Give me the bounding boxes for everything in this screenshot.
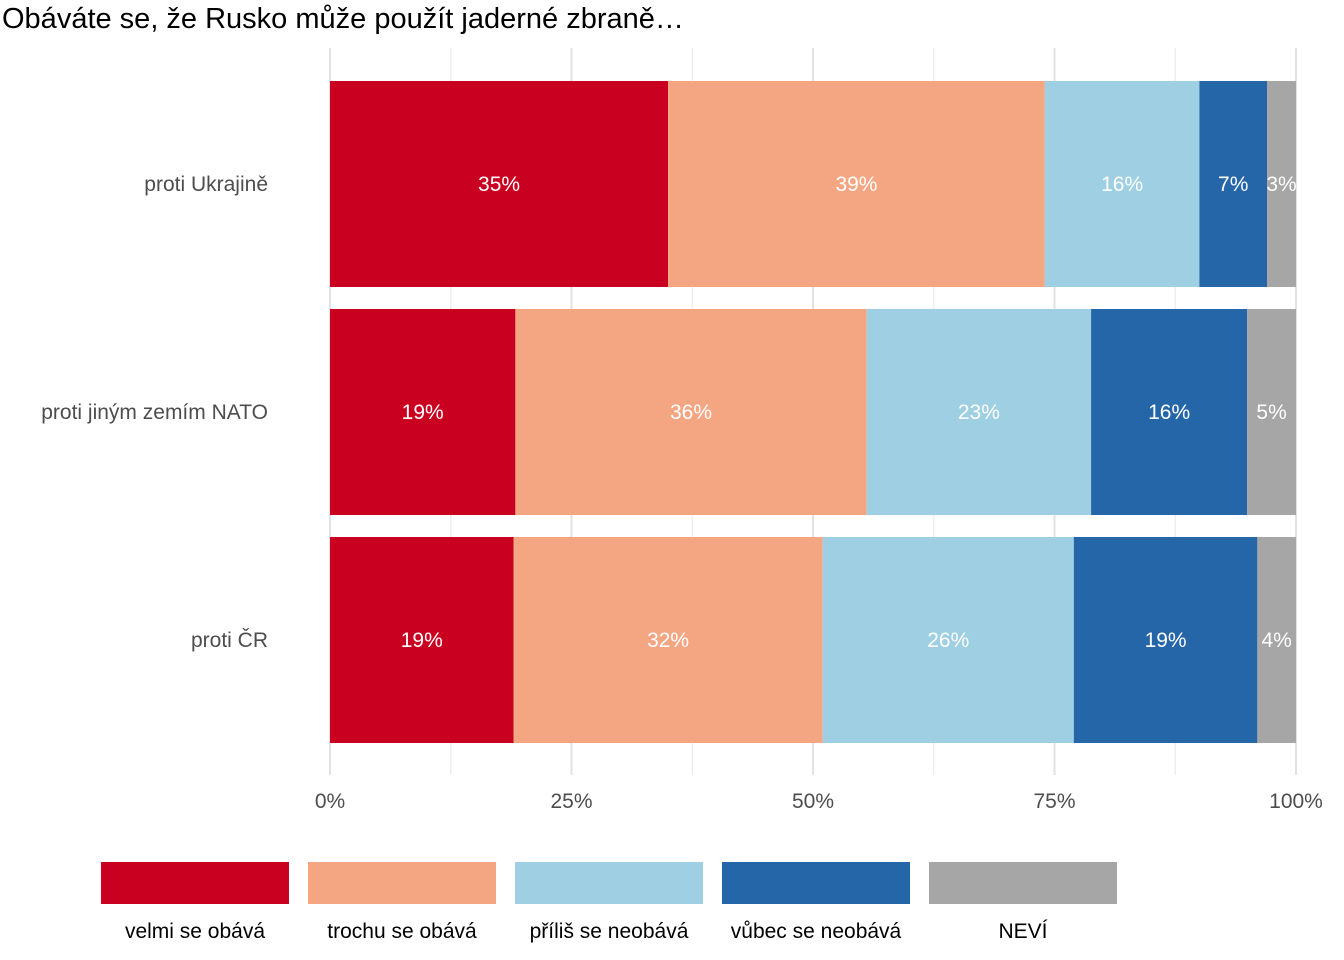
x-tick-label: 25%: [550, 790, 592, 813]
legend-key: [101, 862, 289, 904]
data-label: 26%: [927, 629, 969, 652]
legend-label: trochu se obává: [327, 920, 477, 943]
chart-title: Obáváte se, že Rusko může použít jaderné…: [2, 3, 684, 35]
data-label: 39%: [835, 173, 877, 196]
legend-label: vůbec se neobává: [731, 920, 902, 943]
bar-segment: [1044, 81, 1200, 287]
bar-segment: [1247, 309, 1296, 515]
category-label: proti ČR: [191, 629, 268, 652]
x-tick-label: 100%: [1269, 790, 1323, 813]
data-label: 16%: [1148, 401, 1190, 424]
legend-label: příliš se neobává: [530, 920, 689, 943]
data-label: 19%: [402, 401, 444, 424]
legend-key: [929, 862, 1117, 904]
data-label: 36%: [670, 401, 712, 424]
legend-key: [308, 862, 496, 904]
bar-segment: [822, 537, 1074, 743]
bar-segment: [1257, 537, 1296, 743]
bar-segment: [330, 309, 516, 515]
bar-segment: [668, 81, 1045, 287]
data-label: 3%: [1266, 173, 1296, 196]
bar-segment: [1091, 309, 1248, 515]
x-tick-label: 0%: [315, 790, 345, 813]
data-label: 5%: [1256, 401, 1286, 424]
bar-segment: [866, 309, 1092, 515]
data-label: 19%: [401, 629, 443, 652]
data-label: 23%: [958, 401, 1000, 424]
legend-key: [722, 862, 910, 904]
legend-label: NEVÍ: [998, 920, 1047, 943]
bar-segment: [330, 537, 514, 743]
bar-segment: [1073, 537, 1258, 743]
data-label: 32%: [647, 629, 689, 652]
category-label: proti Ukrajině: [144, 173, 268, 196]
x-tick-label: 50%: [792, 790, 834, 813]
category-label: proti jiným zemím NATO: [41, 401, 268, 424]
bar-segment: [515, 309, 867, 515]
data-label: 4%: [1262, 629, 1292, 652]
bar-segment: [330, 81, 669, 287]
legend-label: velmi se obává: [125, 920, 265, 943]
legend-key: [515, 862, 703, 904]
data-label: 19%: [1145, 629, 1187, 652]
x-tick-label: 75%: [1033, 790, 1075, 813]
bar-segment: [1267, 81, 1296, 287]
data-label: 35%: [478, 173, 520, 196]
data-label: 16%: [1101, 173, 1143, 196]
data-label: 7%: [1218, 173, 1248, 196]
bar-segment: [513, 537, 823, 743]
bar-segment: [1199, 81, 1268, 287]
